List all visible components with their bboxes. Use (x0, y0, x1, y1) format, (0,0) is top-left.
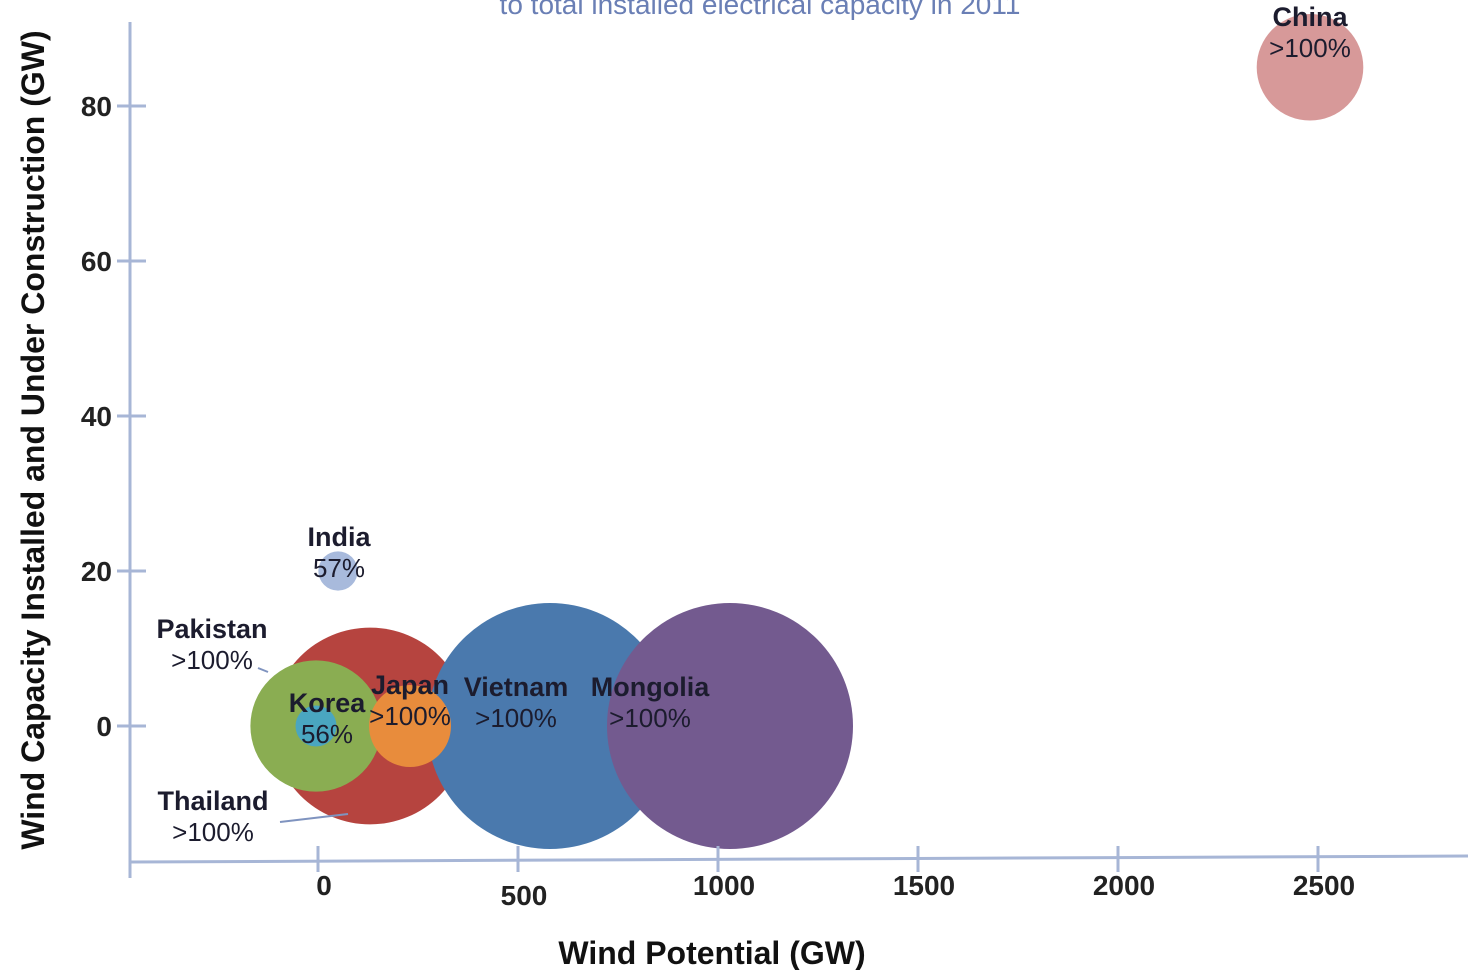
x-tick-label: 2000 (1093, 870, 1155, 901)
x-tick-label: 0 (316, 870, 332, 901)
bubble-value-india: 57% (313, 553, 365, 583)
bubble-label-layer: Vietnam>100%Mongolia>100%Japan>100%Korea… (156, 2, 1350, 847)
bubble-name-japan: Japan (371, 670, 449, 700)
bubble-name-china: China (1272, 2, 1348, 32)
bubble-layer (250, 13, 1364, 849)
bubble-japan (369, 685, 451, 767)
bubble-value-korea: 56% (301, 719, 353, 749)
bubble-value-mongolia: >100% (609, 703, 691, 733)
bubble-value-thailand: >100% (172, 817, 254, 847)
leader-line-pakistan (257, 667, 269, 673)
leader-line-thailand (279, 813, 349, 823)
bubble-mongolia (607, 603, 853, 849)
chart-title: to total installed electrical capacity i… (500, 0, 1021, 20)
y-tick-label: 60 (81, 246, 112, 277)
x-axis-title: Wind Potential (GW) (558, 935, 865, 970)
bubble-value-china: >100% (1269, 33, 1351, 63)
x-tick-label: 1000 (693, 870, 755, 901)
bubble-vietnam (427, 603, 673, 849)
y-tick-label: 80 (81, 91, 112, 122)
bubble-name-korea: Korea (289, 688, 367, 718)
y-tick-label: 40 (81, 401, 112, 432)
axes-layer (128, 22, 1468, 878)
bubble-name-india: India (307, 522, 371, 552)
y-tick-label: 20 (81, 556, 112, 587)
bubble-value-japan: >100% (369, 701, 451, 731)
bubble-name-vietnam: Vietnam (464, 672, 569, 702)
bubble-name-mongolia: Mongolia (591, 672, 710, 702)
y-tick-label: 0 (96, 711, 112, 742)
bubble-value-pakistan: >100% (171, 645, 253, 675)
bubble-name-thailand: Thailand (157, 786, 268, 816)
bubble-china (1256, 13, 1364, 121)
bubble-name-pakistan: Pakistan (156, 614, 267, 644)
x-tick-label: 500 (501, 880, 548, 911)
y-axis-title: Wind Capacity Installed and Under Constr… (15, 30, 51, 849)
bubble-value-vietnam: >100% (475, 703, 557, 733)
bubble-india (318, 551, 358, 591)
x-tick-label: 1500 (893, 870, 955, 901)
bubble-korea (295, 705, 337, 747)
tick-layer: 0 20 40 60 80 0 500 1000 1500 2000 2500 (81, 91, 1355, 911)
x-axis-line (129, 854, 1468, 864)
x-tick-label: 2500 (1293, 870, 1355, 901)
